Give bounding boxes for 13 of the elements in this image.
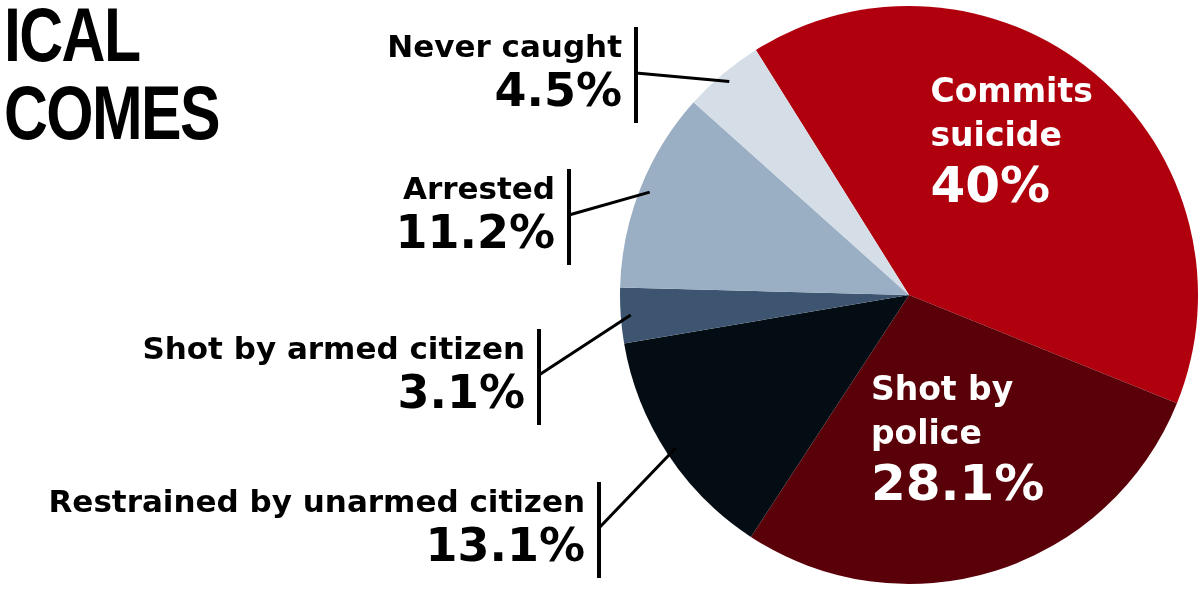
- data-label: 11.2%: [395, 204, 555, 259]
- data-label: 3.1%: [397, 364, 525, 419]
- slice-label: Restrained by unarmed citizen: [48, 482, 585, 519]
- data-label: 4.5%: [494, 62, 622, 117]
- data-label: 28.1%: [870, 454, 1045, 513]
- chart-title: ICAL COMES: [4, 0, 219, 155]
- data-label: 40%: [930, 156, 1051, 215]
- slice-label: Shot by armed citizen: [142, 329, 525, 366]
- slice-label: Arrested: [402, 169, 555, 206]
- slice-label: Commits suicide: [930, 71, 1093, 155]
- slice-label: Shot by police: [870, 369, 1014, 453]
- data-label: 13.1%: [425, 517, 585, 572]
- slice-label: Never caught: [387, 27, 623, 64]
